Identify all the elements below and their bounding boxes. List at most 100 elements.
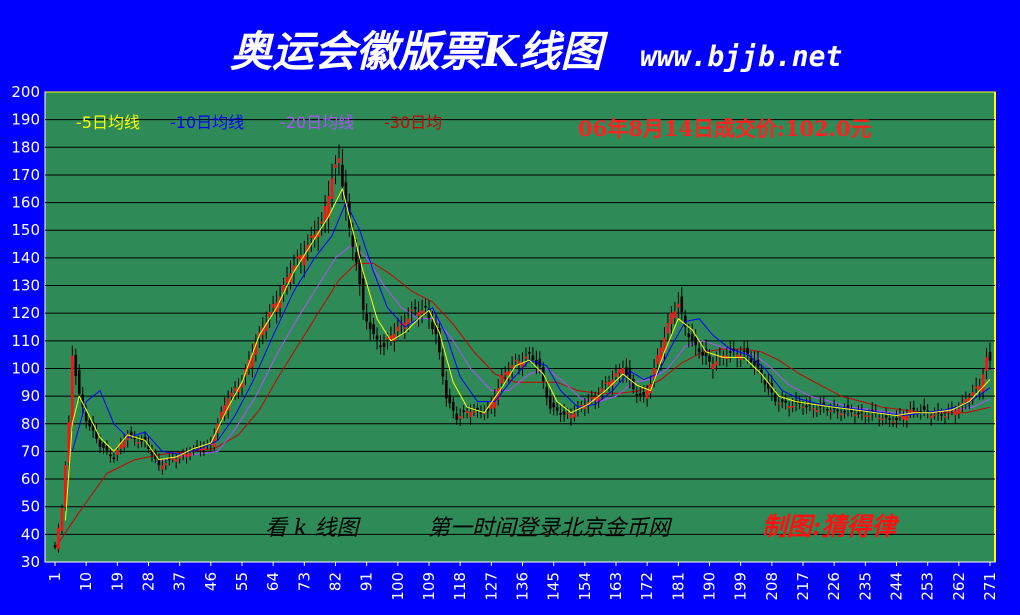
- candle-body-103: [406, 318, 410, 325]
- candle-15: [102, 440, 105, 454]
- x-tick-label-127: 127: [482, 572, 500, 601]
- candle-body-149: [566, 412, 569, 415]
- candle-131: [503, 366, 507, 384]
- candle-241: [884, 407, 888, 424]
- candle-body-16: [105, 445, 109, 451]
- candle-114: [445, 371, 448, 407]
- candle-68: [285, 266, 289, 295]
- y-tick-label-40: 40: [21, 525, 40, 543]
- candle-255: [933, 407, 936, 420]
- plot-area: [44, 91, 996, 563]
- candle-body-106: [417, 312, 420, 316]
- candle-269: [981, 368, 985, 400]
- candle-body-91: [365, 314, 368, 322]
- y-tick-label-50: 50: [21, 498, 40, 516]
- candle-body-20: [119, 444, 123, 449]
- candle-body-241: [884, 415, 888, 418]
- candle-137: [524, 347, 528, 367]
- x-tick-label-91: 91: [358, 572, 376, 591]
- candle-body-251: [919, 410, 923, 413]
- candle-body-35: [171, 458, 175, 460]
- candle-body-211: [780, 399, 784, 402]
- candle-184: [687, 323, 691, 348]
- candle-body-121: [469, 412, 472, 418]
- candle-body-88: [354, 252, 358, 263]
- candle-112: [438, 323, 441, 360]
- price-annotation: 06年8月14日成交价:102.0元: [578, 116, 872, 141]
- y-tick-label-90: 90: [21, 387, 40, 405]
- candle-161: [607, 375, 611, 392]
- candle-11: [88, 415, 91, 431]
- x-tick-label-163: 163: [607, 572, 625, 601]
- candle-body-117: [455, 413, 458, 421]
- candle-body-24: [133, 437, 136, 440]
- candle-83: [337, 144, 341, 176]
- candle-107: [420, 299, 424, 324]
- y-tick-label-180: 180: [11, 138, 40, 156]
- candle-170: [638, 385, 642, 402]
- candle-248: [909, 401, 912, 419]
- candle-body-178: [666, 323, 670, 334]
- candle-body-264: [964, 398, 968, 403]
- y-tick-label-30: 30: [21, 553, 40, 571]
- x-tick-label-37: 37: [171, 572, 189, 591]
- candle-body-104: [410, 309, 413, 312]
- ma30-line: [54, 262, 991, 549]
- candle-228: [839, 408, 843, 422]
- candle-body-181: [677, 303, 680, 308]
- candle-254: [929, 411, 933, 426]
- candle-body-220: [812, 408, 815, 410]
- candle-body-39: [185, 454, 188, 458]
- y-axis-ticks: 30 40 50 60 70 80 90 100 110 120 130 140 150 160 170 18…: [11, 83, 40, 571]
- candle-body-92: [368, 322, 372, 330]
- candle-190: [708, 349, 711, 369]
- y-tick-label-160: 160: [11, 194, 40, 212]
- candle-119: [462, 405, 465, 419]
- candle-252: [922, 398, 926, 417]
- candle-body-87: [351, 234, 355, 247]
- candle-175: [656, 348, 659, 371]
- candle-body-93: [372, 324, 375, 334]
- candle-body-49: [219, 411, 223, 419]
- candle-body-182: [680, 296, 684, 313]
- candle-body-229: [843, 410, 846, 413]
- candle-33: [164, 458, 168, 471]
- candle-174: [652, 358, 656, 388]
- candle-body-156: [590, 397, 594, 400]
- candle-143: [545, 379, 549, 406]
- x-tick-label-271: 271: [981, 572, 999, 601]
- candle-body-196: [728, 351, 732, 353]
- candle-5: [67, 415, 71, 471]
- candle-113: [441, 348, 445, 385]
- ma5-series: [64, 188, 991, 521]
- candle-body-83: [337, 158, 341, 163]
- candle-body-107: [420, 310, 424, 314]
- candle-233: [857, 405, 860, 419]
- candle-133: [510, 356, 514, 378]
- y-tick-label-190: 190: [11, 111, 40, 129]
- ma5-line: [64, 188, 991, 521]
- candle-body-14: [98, 440, 102, 447]
- candle-body-108: [424, 305, 427, 308]
- candle-body-144: [548, 396, 552, 409]
- x-tick-label-73: 73: [295, 572, 313, 591]
- candle-body-137: [524, 356, 528, 359]
- candle-body-206: [763, 380, 767, 385]
- candle-36: [174, 452, 178, 469]
- bottom-left-note: 看 k 线图: [265, 516, 361, 541]
- candle-21: [122, 434, 126, 453]
- candle-100: [396, 317, 400, 339]
- candle-206: [763, 373, 767, 393]
- x-tick-label-199: 199: [732, 572, 750, 601]
- candle-body-243: [891, 421, 895, 423]
- candle-71: [296, 249, 299, 268]
- candle-body-271: [988, 351, 992, 361]
- candle-118: [458, 408, 462, 426]
- candle-body-255: [933, 414, 936, 417]
- candle-body-235: [864, 415, 867, 417]
- candle-body-98: [389, 335, 393, 340]
- y-tick-label-170: 170: [11, 166, 40, 184]
- candle-144: [548, 388, 552, 414]
- candle-body-198: [735, 354, 739, 358]
- candle-body-231: [850, 409, 853, 412]
